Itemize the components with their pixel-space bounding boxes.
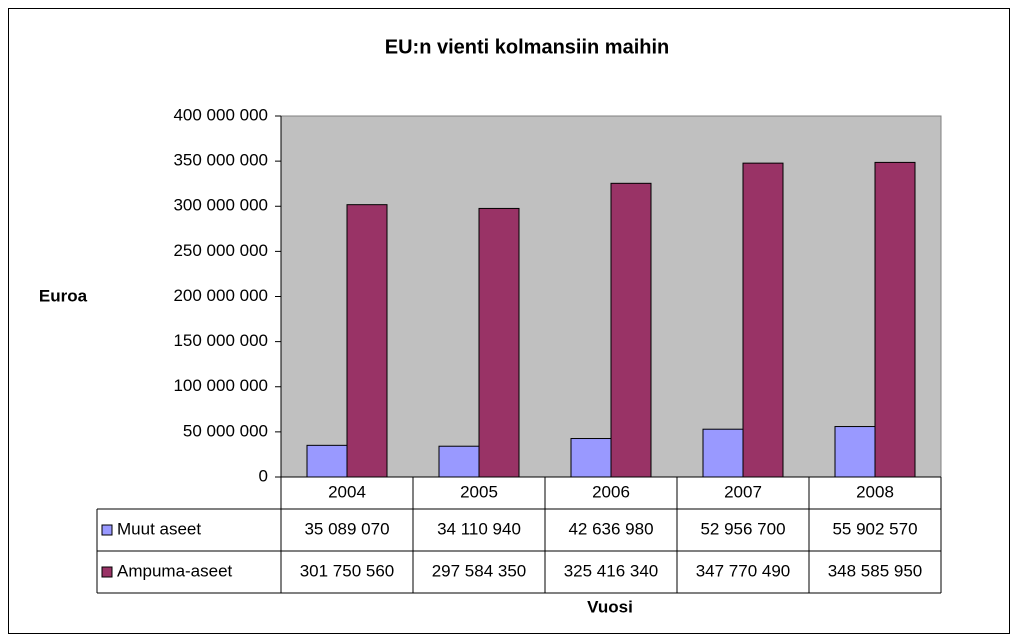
x-tick-label: 2004	[328, 482, 366, 501]
table-value: 301 750 560	[300, 561, 395, 580]
y-axis-label: Euroa	[39, 286, 88, 305]
legend-swatch	[101, 524, 113, 536]
bar	[570, 438, 612, 478]
table-value: 52 956 700	[700, 519, 785, 538]
legend-label: Muut aseet	[117, 519, 201, 538]
table-value: 325 416 340	[564, 561, 659, 580]
y-tick-label: 400 000 000	[173, 105, 268, 124]
x-tick-label: 2007	[724, 482, 762, 501]
table-value: 34 110 940	[437, 519, 521, 538]
y-tick-label: 200 000 000	[173, 286, 268, 305]
bar	[874, 161, 916, 478]
y-tick-label: 250 000 000	[173, 241, 268, 260]
bar	[306, 444, 348, 478]
chart-title: EU:n vienti kolmansiin maihin	[385, 36, 670, 58]
bar	[346, 204, 388, 478]
bar	[742, 162, 784, 478]
bar	[438, 445, 480, 478]
legend-swatch	[101, 566, 113, 578]
x-axis-label: Vuosi	[587, 597, 633, 616]
bar	[478, 207, 520, 478]
table-value: 297 584 350	[432, 561, 527, 580]
x-tick-label: 2008	[856, 482, 894, 501]
y-tick-label: 300 000 000	[173, 196, 268, 215]
bar	[610, 182, 652, 478]
x-tick-label: 2006	[592, 482, 630, 501]
table-value: 348 585 950	[828, 561, 923, 580]
bar	[834, 426, 876, 478]
y-tick-label: 50 000 000	[183, 421, 268, 440]
table-value: 35 089 070	[304, 519, 389, 538]
table-value: 347 770 490	[696, 561, 791, 580]
table-value: 42 636 980	[568, 519, 653, 538]
table-value: 55 902 570	[832, 519, 917, 538]
y-tick-label: 100 000 000	[173, 376, 268, 395]
y-tick-label: 0	[259, 466, 268, 485]
x-tick-label: 2005	[460, 482, 498, 501]
legend-label: Ampuma-aseet	[117, 561, 233, 580]
y-tick-label: 350 000 000	[173, 151, 268, 170]
y-tick-label: 150 000 000	[173, 331, 268, 350]
bar	[702, 428, 744, 478]
